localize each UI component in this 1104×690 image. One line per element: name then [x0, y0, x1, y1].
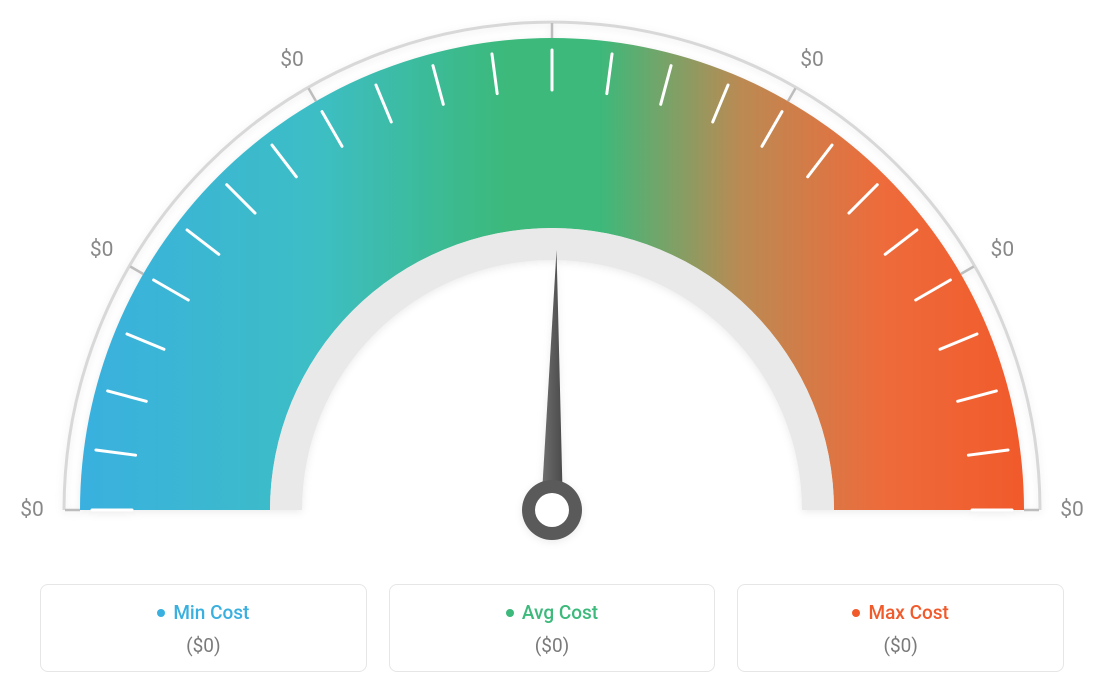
legend-dot-max [852, 609, 860, 617]
gauge-tick-label: $0 [800, 48, 824, 72]
legend-value-min: ($0) [51, 634, 356, 657]
legend-dot-avg [506, 609, 514, 617]
legend-card-avg: Avg Cost ($0) [389, 584, 716, 672]
gauge-tick-label: $0 [20, 498, 44, 522]
legend-label-min: Min Cost [173, 601, 249, 624]
gauge-tick-label: $0 [540, 0, 564, 2]
gauge-tick-label: $0 [90, 238, 114, 262]
legend-card-max: Max Cost ($0) [737, 584, 1064, 672]
gauge-svg [0, 0, 1104, 560]
gauge-tick-label: $0 [991, 238, 1015, 262]
legend-value-max: ($0) [748, 634, 1053, 657]
legend-label-max: Max Cost [868, 601, 948, 624]
gauge-chart: $0 $0 $0 $0 $0 $0 $0 [0, 0, 1104, 560]
legend-dot-min [157, 609, 165, 617]
legend-title-avg: Avg Cost [506, 601, 598, 624]
legend-title-max: Max Cost [852, 601, 948, 624]
legend-value-avg: ($0) [400, 634, 705, 657]
gauge-tick-label: $0 [280, 48, 304, 72]
gauge-tick-label: $0 [1060, 498, 1084, 522]
legend-label-avg: Avg Cost [522, 601, 598, 624]
legend-card-min: Min Cost ($0) [40, 584, 367, 672]
legend-row: Min Cost ($0) Avg Cost ($0) Max Cost ($0… [40, 584, 1064, 672]
legend-title-min: Min Cost [157, 601, 249, 624]
